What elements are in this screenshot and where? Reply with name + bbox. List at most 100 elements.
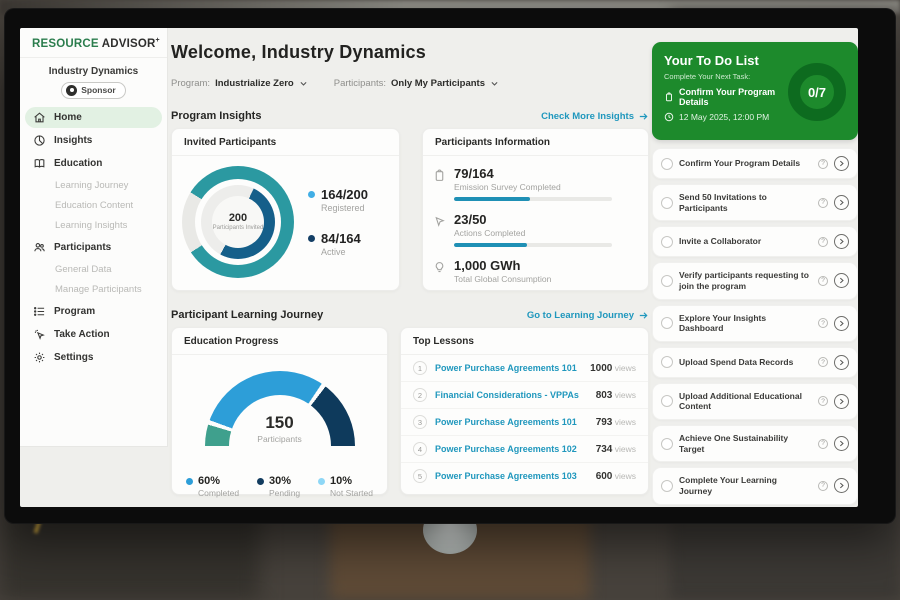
task-item-upload-spend-data[interactable]: Upload Spend Data Records ? [652, 346, 858, 378]
views-suffix: views [612, 470, 636, 481]
checkbox[interactable] [661, 479, 673, 492]
participants-information-card: Participants Information 79/164 Emission… [422, 128, 649, 291]
lesson-views: 803 [595, 389, 613, 401]
sponsor-badge: Sponsor [61, 81, 126, 99]
clock-icon [664, 112, 674, 122]
card-title: Top Lessons [401, 328, 648, 355]
todo-progress-ring: 0/7 [788, 63, 846, 121]
participants-filter[interactable]: Participants: Only My Participants [334, 78, 499, 89]
chevron-right-button[interactable] [834, 354, 849, 370]
chevron-right-button[interactable] [834, 156, 849, 171]
task-item-explore-insights[interactable]: Explore Your Insights Dashboard ? [652, 304, 858, 342]
go-to-learning-journey-link[interactable]: Go to Learning Journey [527, 310, 649, 321]
stat-value: 79/164 [454, 166, 494, 181]
question-icon[interactable]: ? [818, 396, 828, 407]
donut-center-label: Participants Invited [212, 224, 264, 231]
checkbox[interactable] [661, 395, 673, 408]
checkbox[interactable] [661, 317, 673, 330]
task-item-achieve-sustainability-target[interactable]: Achieve One Sustainability Target ? [652, 425, 858, 463]
legend-dot [308, 191, 315, 198]
program-filter[interactable]: Program: Industrialize Zero [171, 78, 308, 89]
chevron-right-button[interactable] [834, 436, 849, 452]
lesson-link[interactable]: Power Purchase Agreements 103 [435, 471, 577, 481]
sidebar-item-general-data[interactable]: General Data [25, 260, 162, 279]
checkbox[interactable] [661, 356, 673, 369]
sidebar-item-learning-insights[interactable]: Learning Insights [25, 216, 162, 235]
sidebar-item-take-action[interactable]: Take Action [25, 324, 162, 345]
question-icon[interactable]: ? [818, 158, 828, 169]
chevron-down-icon [299, 79, 308, 88]
lesson-link[interactable]: Financial Considerations - VPPAs [435, 390, 579, 400]
participants-filter-value: Only My Participants [391, 78, 485, 89]
question-icon[interactable]: ? [818, 357, 828, 368]
arrow-right-icon [638, 310, 649, 321]
task-item-upload-educational-content[interactable]: Upload Additional Educational Content ? [652, 382, 858, 420]
checkbox[interactable] [661, 274, 673, 287]
task-item-send-invitations[interactable]: Send 50 Invitations to Participants ? [652, 184, 858, 222]
sidebar-item-home[interactable]: Home [25, 106, 162, 128]
card-title: Participants Information [423, 129, 648, 156]
question-icon[interactable]: ? [818, 275, 828, 286]
task-item-verify-participants[interactable]: Verify participants requesting to join t… [652, 262, 858, 300]
sidebar: RESOURCE ADVISOR+ Industry Dynamics Spon… [20, 28, 168, 447]
chevron-right-button[interactable] [834, 478, 849, 494]
sidebar-item-education-content[interactable]: Education Content [25, 196, 162, 215]
checkbox[interactable] [661, 157, 673, 170]
task-label: Achieve One Sustainability Target [679, 433, 789, 454]
checkbox[interactable] [661, 437, 673, 450]
lesson-link[interactable]: Power Purchase Agreements 102 [435, 444, 577, 454]
participants-stats: 79/164 Emission Survey Completed 23/50 A… [423, 156, 648, 289]
todo-next-task-label: Confirm Your Program Details [679, 87, 776, 107]
sidebar-item-learning-journey[interactable]: Learning Journey [25, 176, 162, 195]
question-icon[interactable]: ? [818, 236, 828, 247]
education-progress-card: Education Progress 150 Participants 60% [171, 327, 388, 498]
program-filter-label: Program: [171, 78, 211, 89]
checkbox[interactable] [661, 235, 673, 248]
checkbox[interactable] [661, 196, 673, 209]
sidebar-item-label: Home [54, 111, 82, 123]
filter-bar: Program: Industrialize Zero Participants… [171, 78, 499, 89]
question-icon[interactable]: ? [818, 318, 828, 329]
monitor-bezel: RESOURCE ADVISOR+ Industry Dynamics Spon… [4, 8, 896, 524]
sidebar-item-insights[interactable]: Insights [25, 130, 162, 151]
chevron-right-button[interactable] [834, 234, 849, 250]
question-icon[interactable]: ? [818, 438, 828, 449]
participants-filter-label: Participants: [333, 78, 387, 89]
chevron-right-button[interactable] [834, 393, 849, 409]
link-label: Check More Insights [541, 110, 634, 122]
gauge-value: 150 [265, 413, 294, 432]
task-label: Explore Your Insights Dashboard [679, 312, 767, 334]
donut-legend: 164/200 Registered 84/164 Active [308, 187, 368, 257]
sidebar-item-label: Program [54, 305, 96, 317]
legend-label: Pending [268, 488, 301, 498]
card-title: Education Progress [172, 328, 387, 355]
sidebar-item-label: General Data [55, 263, 112, 275]
chevron-right-button[interactable] [834, 315, 849, 331]
lesson-views: 600 [595, 470, 613, 482]
task-item-invite-collaborator[interactable]: Invite a Collaborator ? [652, 226, 858, 258]
legend-item-not-started: 10% Not Started [318, 475, 373, 498]
lesson-link[interactable]: Power Purchase Agreements 101 [435, 417, 577, 427]
task-item-confirm-program[interactable]: Confirm Your Program Details ? [652, 148, 858, 179]
gear-icon [33, 351, 46, 364]
legend-pct: 60% [198, 475, 221, 487]
card-title: Invited Participants [172, 129, 399, 156]
chevron-right-button[interactable] [834, 195, 849, 211]
question-icon[interactable]: ? [818, 197, 828, 208]
question-icon[interactable]: ? [818, 480, 828, 491]
task-item-complete-learning-journey[interactable]: Complete Your Learning Journey ? [652, 467, 858, 505]
cursor-icon [433, 215, 446, 228]
lesson-rank: 4 [413, 442, 427, 456]
sidebar-item-education[interactable]: Education [25, 153, 162, 174]
sidebar-item-participants[interactable]: Participants [25, 237, 162, 258]
sidebar-item-settings[interactable]: Settings [25, 347, 162, 368]
home-icon [33, 111, 46, 124]
lesson-link[interactable]: Power Purchase Agreements 101 [435, 363, 577, 373]
sidebar-item-program[interactable]: Program [25, 301, 162, 322]
sidebar-item-manage-participants[interactable]: Manage Participants [25, 280, 162, 299]
chevron-right-button[interactable] [834, 273, 849, 289]
check-more-insights-link[interactable]: Check More Insights [541, 111, 649, 122]
link-label: Go to Learning Journey [526, 309, 634, 321]
top-lessons-card: Top Lessons 1 Power Purchase Agreements … [400, 327, 649, 495]
bulb-icon [433, 261, 446, 274]
